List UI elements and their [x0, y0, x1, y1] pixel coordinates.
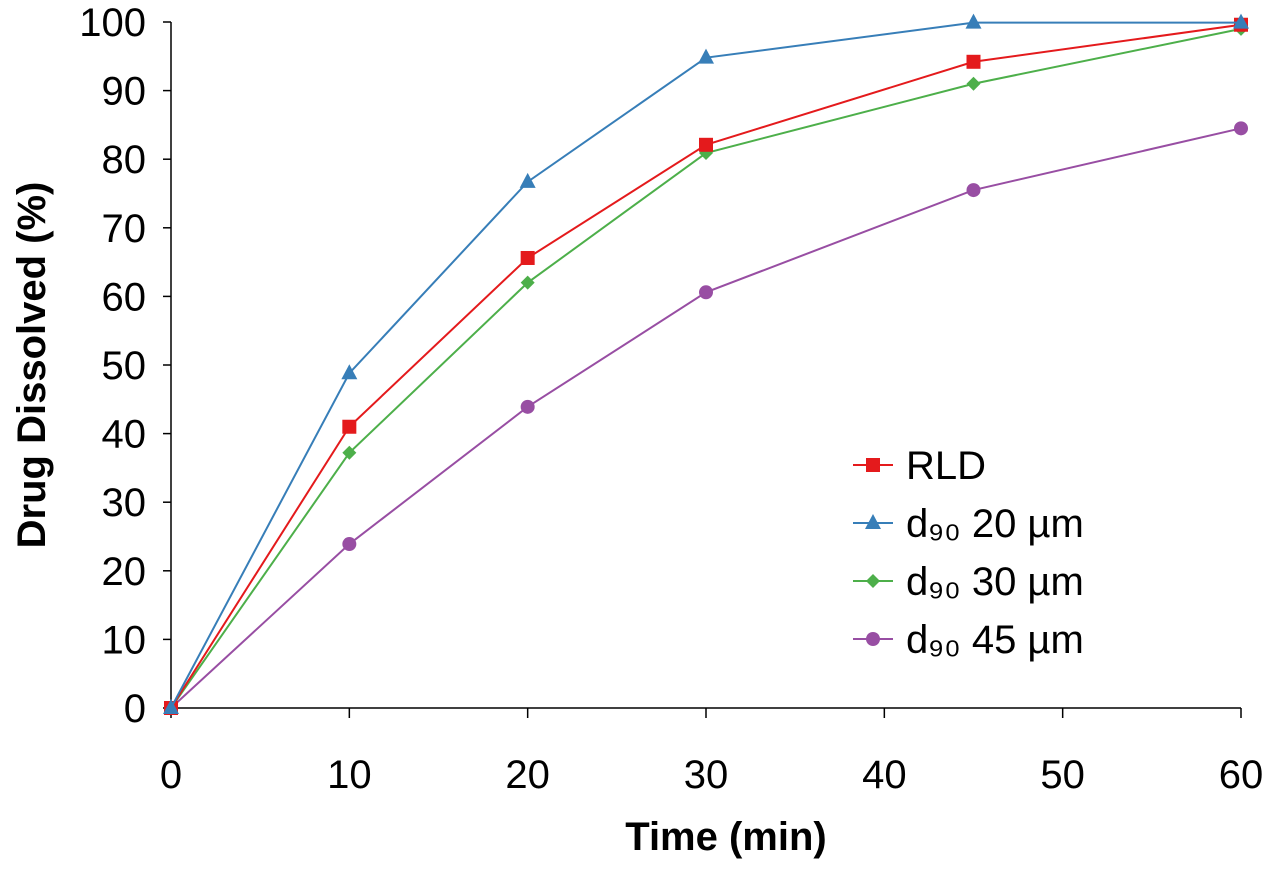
data-point	[699, 137, 713, 152]
data-point	[342, 537, 357, 552]
data-point	[1233, 13, 1249, 29]
data-point	[699, 285, 713, 300]
x-tick-label: 40	[862, 753, 907, 797]
data-point	[163, 699, 179, 714]
y-tick-label: 20	[102, 550, 147, 594]
data-point	[698, 48, 714, 64]
y-tick-label: 70	[102, 207, 147, 251]
y-tick-label: 0	[124, 687, 146, 731]
series-3	[164, 121, 1248, 715]
legend-label: d₉₀ 45 µm	[906, 618, 1084, 662]
data-point	[520, 275, 535, 290]
y-tick-label: 90	[102, 70, 147, 114]
data-point	[341, 364, 358, 380]
y-tick-label: 50	[102, 344, 147, 388]
series-line	[170, 21, 1241, 709]
data-point	[966, 183, 981, 198]
y-tick-label: 60	[102, 275, 147, 319]
data-point	[520, 399, 535, 414]
x-tick-label: 0	[160, 753, 182, 797]
legend-label: RLD	[906, 444, 986, 488]
y-tick-label: 40	[102, 413, 147, 457]
data-point	[966, 76, 981, 91]
legend-label: d₉₀ 30 µm	[906, 560, 1084, 604]
legend-marker	[866, 632, 880, 646]
x-tick-label: 60	[1219, 753, 1264, 797]
legend-label: d₉₀ 20 µm	[906, 502, 1084, 546]
series-line	[170, 127, 1242, 709]
axes: 0 10 20 30 40 50 60 0 10 20 30 40 50 60 70 80 90 100	[79, 1, 1263, 797]
series-line	[170, 23, 1242, 709]
x-tick-label: 20	[505, 753, 550, 797]
data-point	[519, 172, 536, 188]
data-point	[342, 419, 357, 434]
x-tick-label: 50	[1040, 753, 1085, 797]
data-point	[520, 250, 535, 265]
series-1	[163, 13, 1249, 714]
y-tick-label: 30	[102, 481, 147, 525]
series-0	[164, 17, 1248, 715]
x-tick-label: 10	[327, 753, 372, 797]
legend-marker	[865, 514, 881, 529]
legend-item: RLD	[853, 444, 986, 488]
data-point	[965, 13, 982, 29]
data-point	[966, 54, 981, 69]
legend-marker	[866, 458, 880, 472]
x-tick-label: 30	[684, 753, 729, 797]
series-line	[170, 27, 1242, 709]
data-point	[1234, 121, 1248, 136]
series-2	[164, 21, 1248, 715]
legend-item: d₉₀ 45 µm	[853, 618, 1084, 662]
x-axis-label: Time (min)	[625, 815, 827, 859]
y-tick-label: 80	[102, 138, 147, 182]
legend-item: d₉₀ 20 µm	[853, 502, 1084, 546]
y-axis-label: Drug Dissolved (%)	[10, 182, 54, 549]
legend-marker	[866, 574, 880, 588]
legend-item: d₉₀ 30 µm	[853, 560, 1084, 604]
y-tick-label: 10	[102, 618, 147, 662]
y-tick-label: 100	[79, 1, 146, 45]
data-point	[342, 445, 357, 460]
legend: RLD d₉₀ 20 µm d₉₀ 30 µm d₉₀ 45 µm	[853, 444, 1084, 662]
series-layer	[163, 13, 1249, 715]
